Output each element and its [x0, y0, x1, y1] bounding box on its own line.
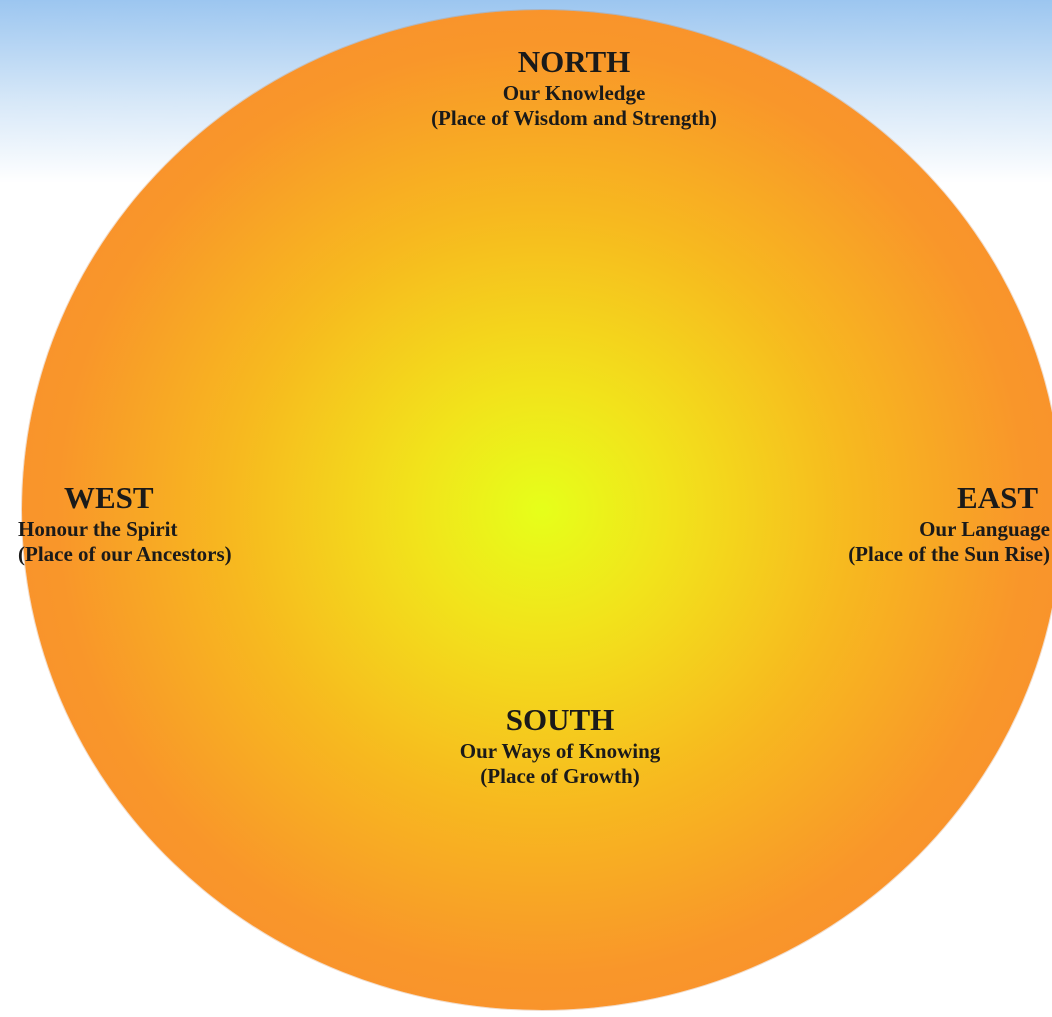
east-label: EAST Our Language (Place of the Sun Rise…	[752, 480, 1050, 568]
west-label: WEST Honour the Spirit (Place of our Anc…	[18, 480, 348, 568]
west-line2: (Place of our Ancestors)	[18, 542, 232, 567]
east-line2: (Place of the Sun Rise)	[848, 542, 1050, 567]
north-label: NORTH Our Knowledge (Place of Wisdom and…	[364, 44, 784, 132]
medicine-wheel-circle	[22, 10, 1052, 1010]
south-line2: (Place of Growth)	[480, 764, 640, 789]
north-line1: Our Knowledge	[502, 80, 646, 105]
east-line1: Our Language	[919, 516, 1050, 541]
east-title: EAST	[957, 480, 1038, 515]
north-title: NORTH	[517, 44, 631, 79]
west-line1: Honour the Spirit	[18, 516, 178, 541]
south-label: SOUTH Our Ways of Knowing (Place of Grow…	[410, 702, 710, 790]
south-title: SOUTH	[505, 702, 615, 737]
west-title: WEST	[64, 480, 154, 515]
north-line2: (Place of Wisdom and Strength)	[431, 106, 717, 131]
south-line1: Our Ways of Knowing	[459, 738, 661, 763]
